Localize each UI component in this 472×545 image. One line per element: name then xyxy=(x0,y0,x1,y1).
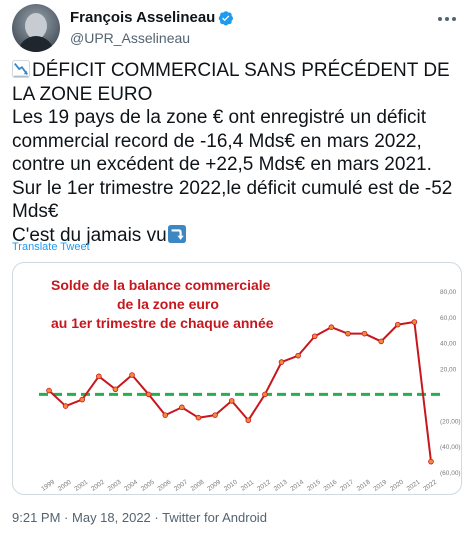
y-tick-label: 40,00 xyxy=(440,341,457,348)
data-point xyxy=(62,403,69,409)
translate-tweet-link[interactable]: Translate Tweet xyxy=(12,241,90,253)
y-tick-label: (40,00) xyxy=(440,444,461,451)
series-line xyxy=(48,321,432,462)
data-point xyxy=(96,373,102,380)
chart-title-line-3: au 1er trimestre de chaque année xyxy=(51,315,274,331)
headline-text: DÉFICIT COMMERCIAL SANS PRÉCÉDENT DE LA … xyxy=(12,60,450,105)
data-point xyxy=(79,396,86,403)
x-tick-label: 2008 xyxy=(190,479,206,493)
author-name-row[interactable]: François Asselineau xyxy=(70,9,234,26)
author-avatar[interactable] xyxy=(12,4,60,52)
data-point xyxy=(228,398,235,404)
x-tick-label: 1999 xyxy=(40,479,56,493)
avatar-head xyxy=(25,13,47,39)
tweet-media-chart[interactable]: 80,00 60,00 40,00 20,00 (20,00) (40,00) (60,00… xyxy=(12,262,462,495)
x-tick-label: 2019 xyxy=(372,479,388,493)
tweet-body-3: C'est du jamais vu xyxy=(12,224,467,248)
x-tick-label: 2021 xyxy=(406,479,422,493)
x-tick-label: 2006 xyxy=(156,479,172,493)
x-tick-label: 2000 xyxy=(57,479,73,493)
x-tick-label: 2013 xyxy=(273,479,289,493)
y-tick-label: 60,00 xyxy=(440,315,457,322)
data-point xyxy=(129,372,135,378)
meta-separator: · xyxy=(64,510,69,525)
data-point xyxy=(311,333,318,340)
data-point xyxy=(179,404,185,411)
data-point xyxy=(195,414,202,421)
tweet-body-1: Les 19 pays de la zone € ont enregistré … xyxy=(12,107,432,175)
x-tick-label: 2004 xyxy=(123,479,139,493)
x-tick-label: 2012 xyxy=(256,479,272,493)
data-point xyxy=(328,324,335,330)
dot xyxy=(445,17,449,21)
data-point xyxy=(262,391,268,398)
chart-title-line-2: de la zone euro xyxy=(117,296,219,312)
data-point xyxy=(112,386,119,393)
data-point xyxy=(278,359,285,365)
data-point xyxy=(378,338,384,345)
data-point xyxy=(345,330,351,337)
data-point xyxy=(145,391,152,398)
x-tick-label: 2016 xyxy=(323,479,339,493)
data-point xyxy=(295,352,301,359)
meta-separator: · xyxy=(154,510,159,525)
x-tick-label: 2009 xyxy=(206,479,222,493)
body-3-text: C'est du jamais vu xyxy=(12,224,167,246)
data-point xyxy=(428,458,434,465)
y-tick-label: 20,00 xyxy=(440,367,457,374)
x-tick-label: 2005 xyxy=(140,479,156,493)
x-tick-label: 2020 xyxy=(389,479,405,493)
right-arrow-curving-down-emoji-icon xyxy=(167,224,186,243)
data-point xyxy=(411,319,418,325)
data-point xyxy=(212,412,218,418)
chart-title-line-1: Solde de la balance commerciale xyxy=(51,277,271,293)
data-point xyxy=(162,412,169,418)
tweet-time[interactable]: 9:21 PM xyxy=(12,510,61,525)
y-tick-label: (60,00) xyxy=(440,470,461,477)
x-tick-label: 2002 xyxy=(90,479,106,493)
avatar-shoulders xyxy=(18,36,54,52)
tweet-date[interactable]: May 18, 2022 xyxy=(72,510,151,525)
author-handle[interactable]: @UPR_Asselineau xyxy=(70,30,191,46)
data-point xyxy=(245,417,252,424)
data-point xyxy=(361,330,368,337)
x-tick-label: 2018 xyxy=(356,479,372,493)
tweet-body-2: Sur le 1er trimestre 2022,le déficit cum… xyxy=(12,177,453,223)
dot xyxy=(452,17,456,21)
data-point xyxy=(394,321,401,328)
x-tick-label: 2022 xyxy=(422,479,438,493)
x-tick-label: 2014 xyxy=(289,479,305,493)
data-point xyxy=(46,387,52,394)
chart-decreasing-emoji-icon xyxy=(12,60,30,78)
verified-badge-icon xyxy=(219,10,234,25)
x-tick-label: 2010 xyxy=(223,479,239,493)
tweet-headline: DÉFICIT COMMERCIAL SANS PRÉCÉDENT DE LA … xyxy=(12,59,467,106)
author-display-name[interactable]: François Asselineau xyxy=(70,9,216,26)
x-tick-label: 2015 xyxy=(306,479,322,493)
x-tick-label: 2003 xyxy=(107,479,123,493)
x-tick-label: 2007 xyxy=(173,479,189,493)
tweet-source[interactable]: Twitter for Android xyxy=(162,510,267,525)
y-tick-label: (20,00) xyxy=(440,418,461,425)
tweet-text: DÉFICIT COMMERCIAL SANS PRÉCÉDENT DE LA … xyxy=(12,59,467,247)
x-tick-label: 2011 xyxy=(240,479,256,493)
dot xyxy=(438,17,442,21)
x-tick-label: 2001 xyxy=(73,479,89,493)
balance-chart: 80,00 60,00 40,00 20,00 (20,00) (40,00) (60,00… xyxy=(39,289,461,493)
y-tick-label: 80,00 xyxy=(440,289,457,296)
x-tick-label: 2017 xyxy=(339,479,355,493)
more-options-icon[interactable] xyxy=(438,10,460,28)
tweet-meta: 9:21 PM · May 18, 2022 · Twitter for And… xyxy=(12,510,267,525)
